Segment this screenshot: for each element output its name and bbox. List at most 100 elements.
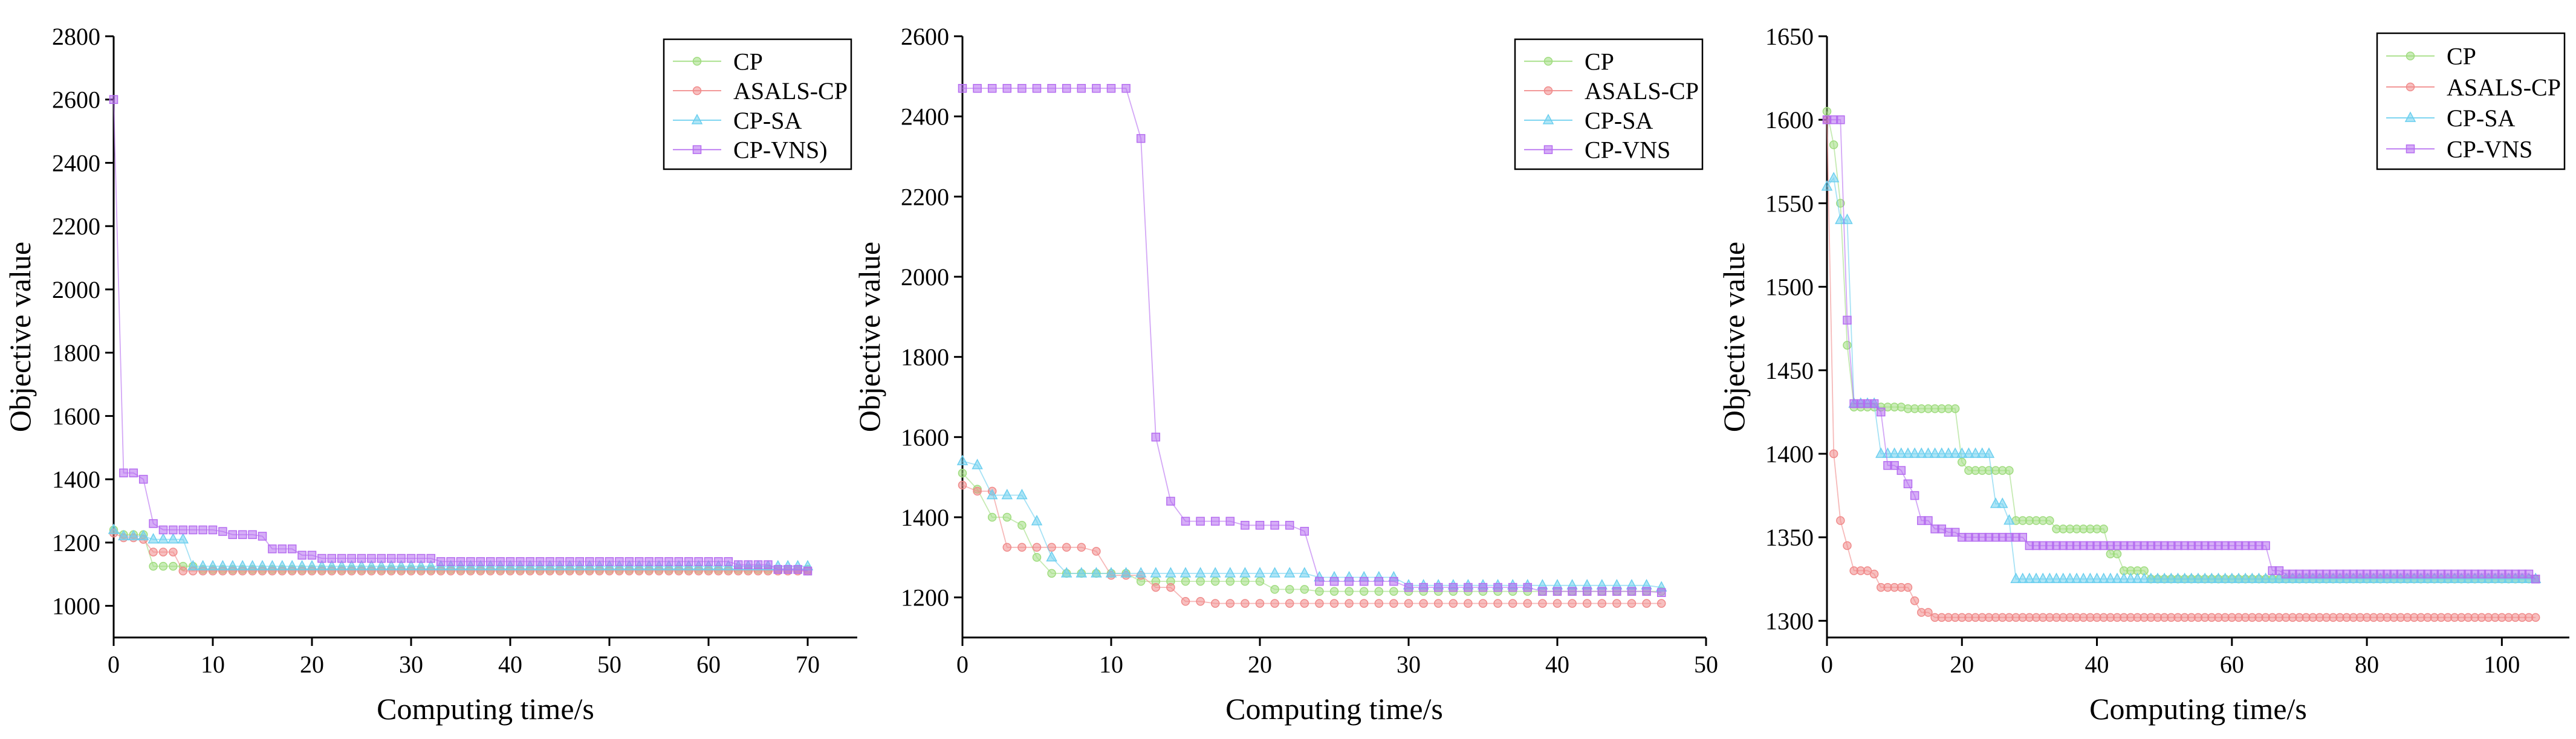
data-point: [1882, 447, 1893, 458]
data-point: [1478, 582, 1488, 592]
data-point: [1002, 512, 1012, 522]
data-point: [485, 557, 495, 566]
data-point: [247, 560, 258, 570]
data-point: [1374, 576, 1384, 586]
legend-marker: [2406, 144, 2415, 153]
legend-marker: [2406, 51, 2415, 60]
data-point: [634, 557, 644, 566]
data-point: [276, 560, 288, 570]
legend-label: CP-SA: [2447, 105, 2515, 132]
data-point: [347, 553, 356, 563]
data-point: [1956, 447, 1968, 458]
data-point: [466, 557, 475, 566]
data-point: [1002, 543, 1012, 552]
data-point: [1224, 567, 1236, 578]
data-point: [615, 557, 624, 566]
data-point: [2213, 572, 2224, 584]
data-point: [2037, 572, 2049, 584]
data-point: [1359, 599, 1369, 608]
data-point: [1829, 140, 1838, 149]
data-point: [987, 83, 997, 93]
data-point: [1983, 447, 1995, 458]
data-point: [664, 557, 673, 566]
data-point: [1642, 599, 1651, 608]
data-point: [337, 553, 346, 563]
data-point: [783, 565, 793, 574]
data-point: [1419, 582, 1428, 592]
data-point: [2112, 549, 2122, 559]
legend-marker: [1543, 145, 1553, 154]
data-point: [2192, 572, 2204, 584]
y-axis-label: Objective value: [3, 242, 37, 432]
data-point: [1047, 83, 1056, 93]
data-point: [565, 557, 574, 566]
data-point: [1568, 587, 1577, 596]
data-point: [2077, 572, 2089, 584]
data-point: [2266, 572, 2279, 584]
data-point: [1836, 115, 1845, 124]
data-point: [1225, 576, 1235, 586]
data-point: [1508, 582, 1517, 592]
data-point: [137, 529, 149, 541]
data-point: [644, 557, 654, 566]
data-point: [377, 553, 386, 563]
data-point: [169, 561, 178, 571]
legend-marker: [1542, 114, 1554, 124]
data-point: [1627, 599, 1637, 608]
data-point: [1374, 599, 1384, 608]
data-point: [1597, 587, 1607, 596]
data-point: [476, 557, 485, 566]
data-point: [1597, 599, 1607, 608]
data-point: [1329, 599, 1339, 608]
data-point: [158, 561, 168, 571]
data-point: [197, 560, 209, 570]
data-point: [496, 557, 505, 566]
data-point: [1449, 599, 1458, 608]
data-point: [2261, 541, 2270, 550]
data-point: [1552, 587, 1562, 596]
data-point: [1136, 134, 1146, 143]
data-point: [1875, 447, 1887, 458]
data-point: [218, 527, 227, 536]
x-axis-label: Computing time/s: [2089, 692, 2307, 726]
data-point: [1032, 553, 1042, 562]
data-point: [1077, 83, 1086, 93]
data-point: [1032, 83, 1042, 93]
legend-marker: [692, 86, 702, 95]
y-tick-label: 2200: [52, 213, 100, 240]
data-point: [425, 560, 437, 570]
data-point: [2179, 572, 2190, 584]
data-point: [2185, 572, 2198, 584]
legend-marker: [692, 145, 702, 154]
data-point: [2260, 572, 2271, 584]
data-point: [1889, 447, 1900, 458]
data-point: [1869, 399, 1879, 408]
data-point: [2104, 572, 2117, 584]
data-point: [973, 486, 982, 496]
series-cp-vns: [1822, 115, 2540, 584]
data-point: [2531, 613, 2540, 622]
data-point: [1821, 180, 1833, 191]
data-point: [555, 557, 565, 566]
data-point: [1478, 599, 1488, 608]
legend-label: CP-VNS: [1585, 137, 1670, 164]
data-point: [1001, 488, 1013, 500]
data-point: [256, 560, 268, 570]
x-tick-label: 80: [2355, 651, 2379, 678]
x-tick-label: 60: [696, 651, 721, 678]
data-point: [1077, 543, 1086, 552]
y-tick-label: 2600: [901, 23, 949, 50]
data-point: [169, 525, 178, 535]
data-point: [2199, 572, 2211, 584]
data-point: [525, 557, 535, 566]
legend-label: CP-VNS: [2447, 135, 2532, 163]
legend-marker: [2406, 82, 2415, 92]
y-tick-label: 2000: [52, 276, 100, 303]
data-point: [149, 561, 158, 571]
y-axis-label: Objective value: [852, 242, 886, 432]
legend-label: CP: [733, 48, 763, 75]
data-point: [956, 454, 968, 465]
data-point: [1433, 599, 1443, 608]
data-point: [1300, 585, 1309, 594]
